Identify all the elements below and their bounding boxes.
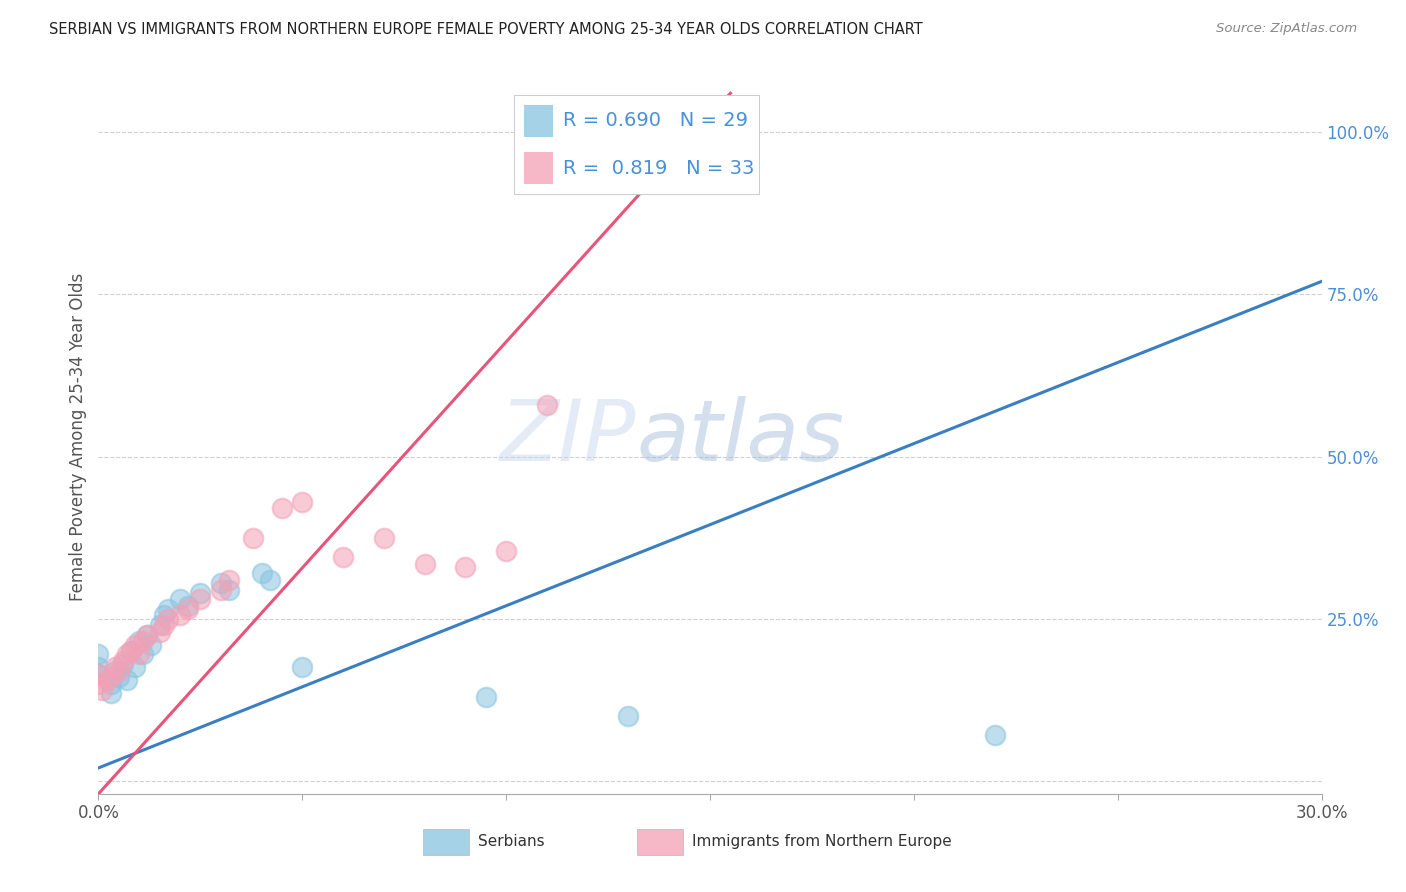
Point [87,660,110,674]
Point [124,638,146,652]
Point [242,531,264,545]
Point [617,709,640,723]
Point [91,683,114,698]
Point [87,666,110,681]
Point [100,676,122,690]
Point [120,644,142,658]
Point [169,608,191,623]
Point [188,586,212,600]
Point [177,599,200,613]
Point [270,501,294,516]
Point [373,531,395,545]
Point [598,145,620,159]
Point [209,576,232,591]
Point [536,398,558,412]
Point [149,624,172,639]
Point [177,602,200,616]
Point [209,582,232,597]
Point [132,648,155,662]
Point [291,660,314,674]
Point [128,634,150,648]
Point [291,495,314,509]
Point [111,657,134,672]
Point [104,664,127,678]
Point [128,648,150,662]
Point [149,618,172,632]
Point [108,664,131,678]
Point [115,673,138,688]
Point [87,676,110,690]
Point [332,550,354,565]
Point [152,618,174,632]
Point [115,648,138,662]
Point [87,666,110,681]
Point [188,592,212,607]
Text: Source: ZipAtlas.com: Source: ZipAtlas.com [1216,22,1357,36]
Point [156,612,179,626]
Point [136,628,159,642]
Point [218,582,240,597]
Point [984,729,1007,743]
Point [454,559,477,574]
Point [474,690,498,704]
Text: SERBIAN VS IMMIGRANTS FROM NORTHERN EUROPE FEMALE POVERTY AMONG 25-34 YEAR OLDS : SERBIAN VS IMMIGRANTS FROM NORTHERN EURO… [49,22,922,37]
Text: atlas: atlas [637,395,845,479]
Point [96,673,118,688]
FancyBboxPatch shape [423,829,470,855]
Point [576,151,599,165]
Point [495,543,517,558]
Point [141,638,163,652]
Point [111,654,134,668]
FancyBboxPatch shape [637,829,683,855]
Point [120,644,142,658]
Point [218,573,240,587]
Point [259,573,281,587]
Text: Serbians: Serbians [478,834,544,849]
Point [108,670,131,684]
Point [250,566,273,581]
Y-axis label: Female Poverty Among 25-34 Year Olds: Female Poverty Among 25-34 Year Olds [69,273,87,601]
Point [152,608,174,623]
Point [169,592,191,607]
Point [156,602,179,616]
Point [87,648,110,662]
Point [104,660,127,674]
Point [100,686,122,700]
Point [413,557,436,571]
Point [136,628,159,642]
Point [124,660,146,674]
Point [132,634,155,648]
Text: Immigrants from Northern Europe: Immigrants from Northern Europe [692,834,952,849]
Point [100,670,122,684]
Text: ZIP: ZIP [501,395,637,479]
